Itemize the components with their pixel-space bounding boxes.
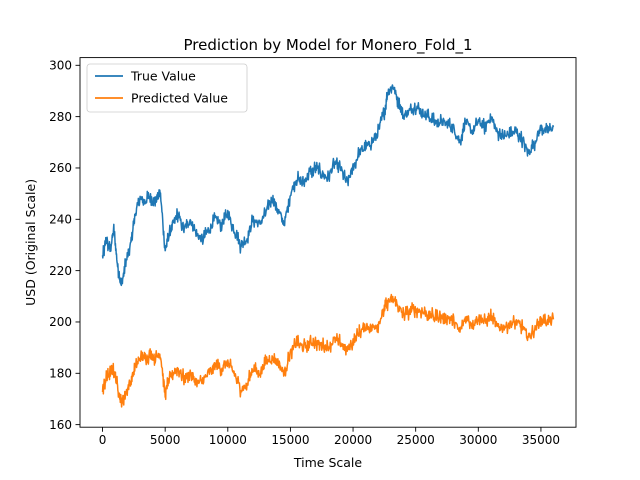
y-tick-label: 200	[49, 315, 72, 329]
y-tick-label: 220	[49, 264, 72, 278]
y-axis: 160 180 200 220 240 260 280 300	[49, 59, 80, 432]
x-tick-label: 35000	[522, 433, 560, 447]
series-line-predicted-value	[101, 293, 555, 408]
x-tick-label: 30000	[459, 433, 497, 447]
legend: True Value Predicted Value	[86, 63, 248, 113]
y-axis-label: USD (Original Scale)	[23, 179, 38, 306]
plot-frame	[79, 57, 577, 428]
series-line-true-value	[101, 84, 555, 287]
legend-label-true-value: True Value	[130, 69, 196, 84]
x-tick-label: 15000	[271, 433, 309, 447]
y-tick-label: 160	[49, 418, 72, 432]
y-tick-label: 260	[49, 161, 72, 175]
x-axis-label: Time Scale	[293, 455, 363, 470]
series-layer	[101, 84, 555, 408]
y-tick-label: 280	[49, 110, 72, 124]
legend-box	[86, 63, 248, 113]
x-axis: 0 5000 10000 15000 20000 25000 30000 35000	[99, 427, 560, 447]
y-tick-label: 180	[49, 367, 72, 381]
x-tick-label: 20000	[334, 433, 372, 447]
y-tick-label: 300	[49, 59, 72, 73]
chart-title: Prediction by Model for Monero_Fold_1	[183, 36, 472, 55]
x-tick-label: 10000	[209, 433, 247, 447]
x-tick-label: 25000	[397, 433, 435, 447]
x-tick-label: 0	[99, 433, 107, 447]
legend-label-predicted-value: Predicted Value	[131, 91, 228, 106]
x-tick-label: 5000	[150, 433, 181, 447]
y-tick-label: 240	[49, 213, 72, 227]
